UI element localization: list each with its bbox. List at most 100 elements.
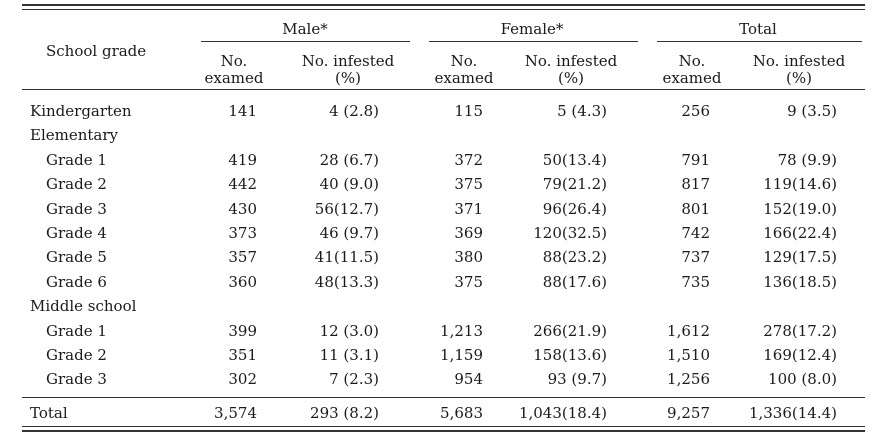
row-label: Elementary	[30, 126, 119, 144]
cell-total-infested: 166(22.4)	[763, 224, 837, 242]
cell-female-examined: 375	[454, 273, 483, 291]
cell-total-infested: 78 (9.9)	[777, 151, 837, 169]
subheader-line: No. infested	[301, 52, 395, 70]
subheader-line: No. infested	[524, 52, 618, 70]
cell-male-examined: 351	[228, 346, 257, 364]
cell-female-infested: 266(21.9)	[533, 322, 607, 340]
subheader-female-infested: No. infested (%)	[525, 53, 618, 87]
cell-female-examined: 115	[454, 102, 483, 120]
cell-male-infested: 11 (3.1)	[319, 346, 379, 364]
cell-total-examined: 735	[681, 273, 710, 291]
row-label: Grade 5	[46, 248, 107, 266]
cell-female-infested: 120(32.5)	[533, 224, 607, 242]
group-rule-female	[429, 41, 638, 42]
cell-male-infested: 41(11.5)	[314, 248, 379, 266]
cell-male-examined: 419	[228, 151, 257, 169]
total-total-infested: 1,336(14.4)	[748, 404, 837, 422]
cell-female-examined: 369	[454, 224, 483, 242]
cell-female-infested: 88(17.6)	[542, 273, 607, 291]
group-header-male: Male*	[282, 20, 328, 38]
subheader-line: No.	[678, 52, 706, 70]
cell-male-examined: 373	[228, 224, 257, 242]
subheader-male-examined: No. examed	[205, 53, 264, 87]
header-bottom-rule	[22, 89, 865, 90]
cell-male-examined: 357	[228, 248, 257, 266]
cell-total-examined: 737	[681, 248, 710, 266]
cell-female-infested: 158(13.6)	[533, 346, 607, 364]
subheader-total-infested: No. infested (%)	[753, 53, 846, 87]
cell-total-examined: 1,256	[667, 370, 710, 388]
cell-male-examined: 399	[228, 322, 257, 340]
table-bottom-rule	[22, 430, 865, 432]
cell-male-infested: 7 (2.3)	[329, 370, 379, 388]
total-total-examined: 9,257	[667, 404, 710, 422]
cell-male-examined: 360	[228, 273, 257, 291]
row-label: Grade 2	[46, 175, 107, 193]
cell-female-examined: 371	[454, 200, 483, 218]
table-top-rule-inner	[22, 9, 865, 10]
cell-male-infested: 56(12.7)	[314, 200, 379, 218]
cell-female-infested: 93 (9.7)	[547, 370, 607, 388]
cell-total-examined: 742	[681, 224, 710, 242]
row-label: Grade 1	[46, 322, 107, 340]
group-rule-total	[657, 41, 862, 42]
cell-male-examined: 141	[228, 102, 257, 120]
cell-total-examined: 817	[681, 175, 710, 193]
subheader-line: examed	[434, 69, 494, 87]
cell-female-examined: 954	[454, 370, 483, 388]
cell-male-infested: 48(13.3)	[314, 273, 379, 291]
total-male-infested: 293 (8.2)	[310, 404, 379, 422]
cell-female-examined: 1,213	[440, 322, 483, 340]
subheader-line: No.	[450, 52, 478, 70]
subheader-female-examined: No. examed	[435, 53, 494, 87]
cell-female-infested: 88(23.2)	[542, 248, 607, 266]
cell-total-examined: 791	[681, 151, 710, 169]
stub-header: School grade	[46, 42, 147, 60]
cell-total-infested: 169(12.4)	[763, 346, 837, 364]
cell-total-infested: 129(17.5)	[763, 248, 837, 266]
subheader-line: examed	[204, 69, 264, 87]
cell-total-infested: 136(18.5)	[763, 273, 837, 291]
cell-female-infested: 50(13.4)	[542, 151, 607, 169]
cell-male-examined: 442	[228, 175, 257, 193]
row-label: Grade 3	[46, 200, 107, 218]
cell-total-infested: 152(19.0)	[763, 200, 837, 218]
cell-male-infested: 12 (3.0)	[319, 322, 379, 340]
cell-male-infested: 4 (2.8)	[329, 102, 379, 120]
subheader-line: examed	[662, 69, 722, 87]
subheader-line: No. infested	[752, 52, 846, 70]
total-top-rule	[22, 397, 865, 398]
row-label: Middle school	[30, 297, 137, 315]
row-label: Grade 6	[46, 273, 107, 291]
cell-total-examined: 1,510	[667, 346, 710, 364]
cell-female-examined: 372	[454, 151, 483, 169]
cell-female-examined: 375	[454, 175, 483, 193]
cell-female-examined: 380	[454, 248, 483, 266]
cell-female-infested: 96(26.4)	[542, 200, 607, 218]
cell-total-examined: 256	[681, 102, 710, 120]
cell-male-infested: 40 (9.0)	[319, 175, 379, 193]
group-header-female: Female*	[500, 20, 564, 38]
cell-female-infested: 5 (4.3)	[557, 102, 607, 120]
table-bottom-rule-inner	[22, 426, 865, 427]
cell-total-examined: 1,612	[667, 322, 710, 340]
subheader-line: (%)	[558, 69, 584, 87]
cell-male-examined: 302	[228, 370, 257, 388]
row-label: Grade 1	[46, 151, 107, 169]
subheader-line: No.	[220, 52, 248, 70]
row-label: Grade 3	[46, 370, 107, 388]
total-female-examined: 5,683	[440, 404, 483, 422]
cell-female-examined: 1,159	[440, 346, 483, 364]
cell-total-examined: 801	[681, 200, 710, 218]
subheader-line: (%)	[335, 69, 361, 87]
cell-total-infested: 9 (3.5)	[787, 102, 837, 120]
cell-female-infested: 79(21.2)	[542, 175, 607, 193]
row-label: Grade 2	[46, 346, 107, 364]
subheader-line: (%)	[786, 69, 812, 87]
row-label: Kindergarten	[30, 102, 132, 120]
table-top-rule	[22, 4, 865, 6]
total-label: Total	[30, 404, 68, 422]
cell-male-infested: 28 (6.7)	[319, 151, 379, 169]
subheader-male-infested: No. infested (%)	[302, 53, 395, 87]
total-female-infested: 1,043(18.4)	[518, 404, 607, 422]
